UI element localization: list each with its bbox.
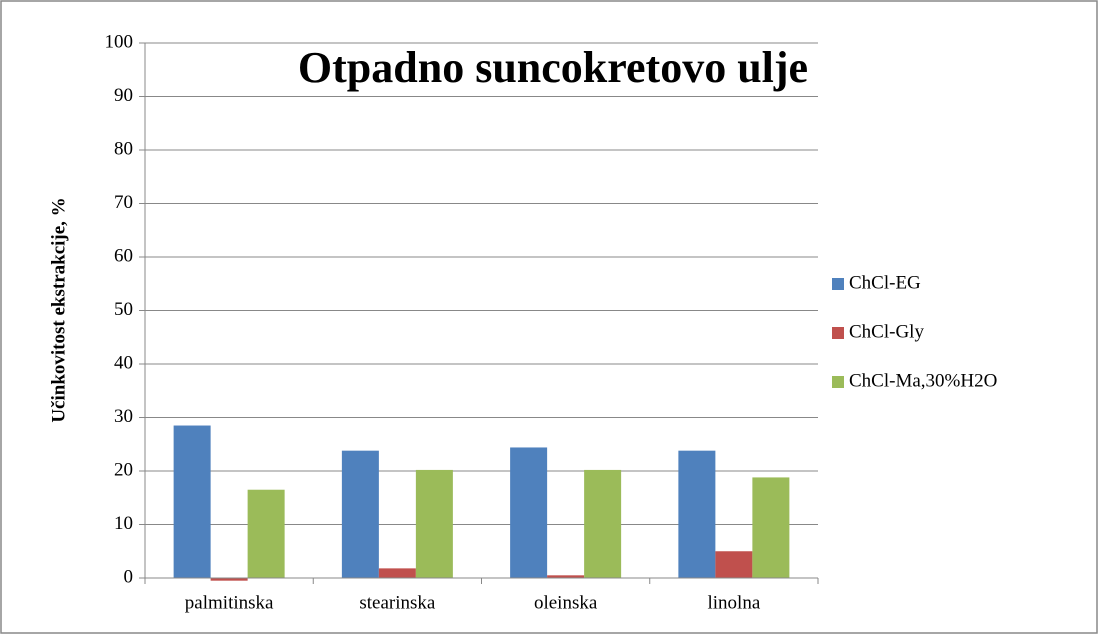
- y-tick-label: 20: [114, 459, 133, 480]
- legend-label: ChCl-EG: [849, 272, 921, 293]
- bar: [584, 469, 622, 578]
- bar: [378, 568, 416, 578]
- legend-swatch: [832, 327, 844, 339]
- y-tick-label: 30: [114, 406, 133, 427]
- y-tick-label: 0: [124, 566, 134, 587]
- legend-label: ChCl-Gly: [849, 321, 924, 342]
- y-tick-label: 40: [114, 352, 133, 373]
- y-tick-label: 70: [114, 192, 133, 213]
- x-tick-label: oleinska: [534, 592, 598, 613]
- y-axis-label: Učinkovitost ekstrakcije, %: [48, 197, 69, 422]
- y-tick-label: 10: [114, 513, 133, 534]
- y-tick-label: 50: [114, 299, 133, 320]
- legend-swatch: [832, 376, 844, 388]
- bar: [415, 469, 453, 578]
- bar: [247, 489, 285, 578]
- x-tick-label: linolna: [707, 592, 760, 613]
- bar: [341, 450, 379, 578]
- y-tick-label: 90: [114, 85, 133, 106]
- bar: [715, 551, 753, 578]
- x-tick-label: palmitinska: [185, 592, 274, 613]
- bar: [173, 425, 211, 578]
- bar: [510, 447, 548, 578]
- legend-swatch: [832, 278, 844, 290]
- y-tick-label: 100: [105, 31, 134, 52]
- y-tick-label: 80: [114, 138, 133, 159]
- bar: [210, 578, 248, 581]
- y-tick-label: 60: [114, 245, 133, 266]
- legend-label: ChCl-Ma,30%H2O: [849, 370, 997, 391]
- bar: [547, 575, 585, 578]
- x-tick-label: stearinska: [359, 592, 436, 613]
- bar: [678, 450, 716, 578]
- bar: [752, 477, 790, 578]
- chart-title: Otpadno suncokretovo ulje: [298, 43, 808, 92]
